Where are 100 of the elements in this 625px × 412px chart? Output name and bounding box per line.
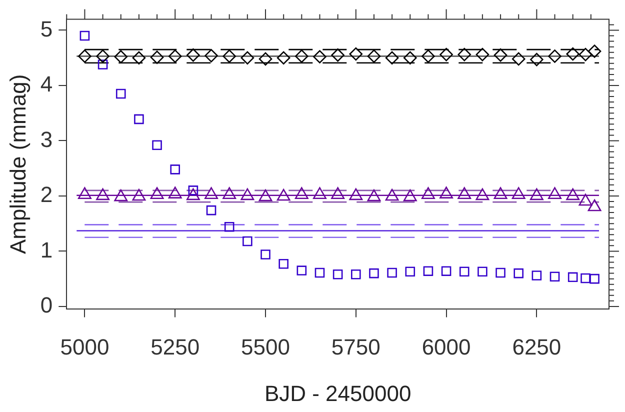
y-tick-label: 1: [40, 237, 53, 262]
point: [440, 48, 453, 62]
point: [78, 50, 92, 63]
point: [222, 187, 236, 200]
point: [548, 50, 562, 63]
point: [114, 189, 128, 202]
point: [422, 50, 435, 63]
y-tick-label: 0: [40, 292, 53, 318]
y-tick-label: 5: [40, 16, 53, 42]
point: [385, 51, 399, 65]
point: [314, 268, 325, 278]
point: [168, 50, 182, 63]
y-axis-title: Amplitude (mmag): [5, 74, 30, 254]
point: [532, 270, 542, 280]
point: [496, 268, 506, 278]
point: [349, 47, 363, 61]
point: [278, 259, 288, 269]
point: [403, 189, 417, 202]
point: [349, 188, 363, 200]
point: [150, 187, 164, 200]
point: [512, 187, 526, 200]
x-tick-label: 5250: [150, 334, 200, 360]
point: [331, 187, 345, 200]
point: [494, 48, 508, 62]
y-tick-label: 4: [40, 72, 53, 97]
point: [458, 187, 472, 200]
point: [422, 187, 435, 200]
point: [260, 250, 270, 260]
point: [588, 199, 602, 212]
point: [476, 48, 490, 62]
point: [186, 188, 200, 200]
point: [530, 188, 544, 200]
point: [152, 140, 162, 150]
point: [367, 50, 381, 63]
point: [530, 52, 544, 66]
point: [331, 48, 344, 62]
x-tick-label: 5750: [331, 334, 380, 360]
point: [132, 188, 146, 201]
point: [276, 188, 290, 201]
point: [98, 60, 108, 70]
point: [385, 188, 399, 201]
point: [116, 88, 126, 99]
point: [295, 50, 308, 63]
point: [276, 51, 290, 65]
point: [132, 51, 146, 65]
point: [78, 187, 92, 200]
x-axis-title: BJD - 2450000: [264, 380, 412, 406]
point: [440, 186, 454, 198]
point: [296, 266, 307, 276]
point: [242, 236, 252, 246]
point: [114, 50, 128, 64]
point: [313, 50, 326, 64]
point: [258, 52, 272, 66]
point: [478, 266, 488, 277]
x-tick-label: 6250: [512, 334, 562, 360]
point: [80, 30, 90, 41]
point: [494, 187, 508, 200]
point: [369, 268, 379, 278]
point: [96, 50, 110, 63]
point: [459, 266, 470, 277]
point: [240, 51, 254, 65]
point: [313, 187, 326, 200]
point: [578, 194, 592, 206]
x-tick-label: 6000: [422, 334, 471, 360]
x-tick-label: 5500: [241, 334, 290, 360]
point: [441, 266, 452, 276]
point: [566, 188, 580, 200]
point: [458, 48, 472, 62]
point: [512, 52, 526, 66]
point: [514, 268, 524, 278]
point: [240, 188, 254, 200]
point: [134, 114, 144, 124]
point: [578, 48, 592, 62]
point: [204, 187, 218, 200]
point: [150, 50, 164, 64]
point: [168, 186, 182, 198]
point: [170, 164, 180, 174]
point: [590, 274, 600, 284]
point: [548, 187, 562, 200]
point: [367, 189, 381, 202]
point: [405, 266, 416, 277]
point: [387, 268, 397, 278]
point: [351, 270, 361, 280]
point: [186, 48, 200, 62]
point: [206, 205, 216, 216]
point: [403, 51, 417, 65]
point: [258, 189, 272, 202]
point: [96, 188, 110, 200]
point: [580, 273, 590, 284]
point: [332, 270, 343, 280]
point: [476, 188, 490, 200]
point: [224, 222, 234, 232]
point: [204, 49, 218, 62]
point: [566, 47, 580, 61]
y-tick-label: 2: [40, 182, 53, 208]
point: [588, 44, 602, 58]
point: [423, 266, 434, 276]
point: [568, 272, 578, 282]
point: [294, 187, 308, 200]
point: [550, 272, 560, 282]
